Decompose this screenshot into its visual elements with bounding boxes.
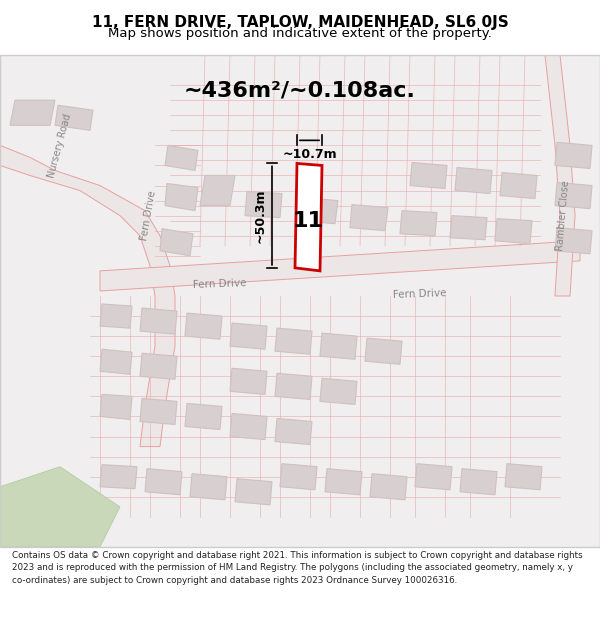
Polygon shape — [165, 146, 198, 171]
Polygon shape — [365, 338, 402, 364]
Polygon shape — [10, 100, 55, 125]
Polygon shape — [230, 368, 267, 394]
Polygon shape — [55, 105, 93, 130]
Polygon shape — [295, 164, 322, 271]
Polygon shape — [275, 419, 312, 444]
Polygon shape — [460, 469, 497, 495]
Polygon shape — [555, 228, 592, 254]
Polygon shape — [555, 182, 592, 209]
Polygon shape — [185, 403, 222, 429]
Polygon shape — [100, 349, 132, 374]
Polygon shape — [400, 211, 437, 236]
Text: 11, FERN DRIVE, TAPLOW, MAIDENHEAD, SL6 0JS: 11, FERN DRIVE, TAPLOW, MAIDENHEAD, SL6 … — [92, 16, 508, 31]
Polygon shape — [555, 142, 592, 169]
Polygon shape — [235, 479, 272, 505]
Text: Fern Drive: Fern Drive — [193, 278, 247, 290]
Polygon shape — [230, 414, 267, 439]
Polygon shape — [230, 323, 267, 349]
Polygon shape — [100, 304, 132, 328]
Text: 11: 11 — [293, 211, 323, 231]
Polygon shape — [325, 469, 362, 495]
Polygon shape — [100, 241, 580, 291]
Text: Fern Drive: Fern Drive — [139, 190, 157, 241]
Polygon shape — [100, 394, 132, 419]
Text: Fern Drive: Fern Drive — [393, 288, 447, 300]
Polygon shape — [530, 55, 575, 296]
Polygon shape — [245, 191, 282, 218]
Polygon shape — [140, 353, 177, 379]
Text: ~10.7m: ~10.7m — [282, 148, 337, 161]
Polygon shape — [450, 216, 487, 240]
Text: Map shows position and indicative extent of the property.: Map shows position and indicative extent… — [108, 27, 492, 39]
Polygon shape — [185, 313, 222, 339]
Polygon shape — [0, 467, 120, 547]
Polygon shape — [145, 469, 182, 495]
Text: Rambler Close: Rambler Close — [555, 180, 571, 251]
Polygon shape — [350, 204, 388, 231]
Polygon shape — [320, 333, 357, 359]
Polygon shape — [275, 373, 312, 399]
Polygon shape — [415, 464, 452, 490]
Polygon shape — [495, 219, 532, 244]
Polygon shape — [160, 229, 193, 256]
Text: ~50.3m: ~50.3m — [254, 188, 266, 243]
Polygon shape — [320, 378, 357, 404]
Polygon shape — [165, 184, 198, 211]
Polygon shape — [0, 146, 175, 447]
Text: Nursery Road: Nursery Road — [47, 112, 73, 179]
Polygon shape — [280, 464, 317, 490]
Text: ~436m²/~0.108ac.: ~436m²/~0.108ac. — [184, 80, 416, 100]
Text: Contains OS data © Crown copyright and database right 2021. This information is : Contains OS data © Crown copyright and d… — [12, 551, 583, 585]
Polygon shape — [140, 398, 177, 424]
Polygon shape — [275, 328, 312, 354]
Polygon shape — [190, 474, 227, 500]
Polygon shape — [100, 464, 137, 489]
Polygon shape — [455, 168, 492, 194]
Polygon shape — [500, 173, 537, 199]
Polygon shape — [410, 162, 447, 189]
Polygon shape — [140, 308, 177, 334]
Polygon shape — [300, 198, 338, 224]
Polygon shape — [505, 464, 542, 490]
Polygon shape — [370, 474, 407, 500]
Polygon shape — [200, 176, 235, 206]
